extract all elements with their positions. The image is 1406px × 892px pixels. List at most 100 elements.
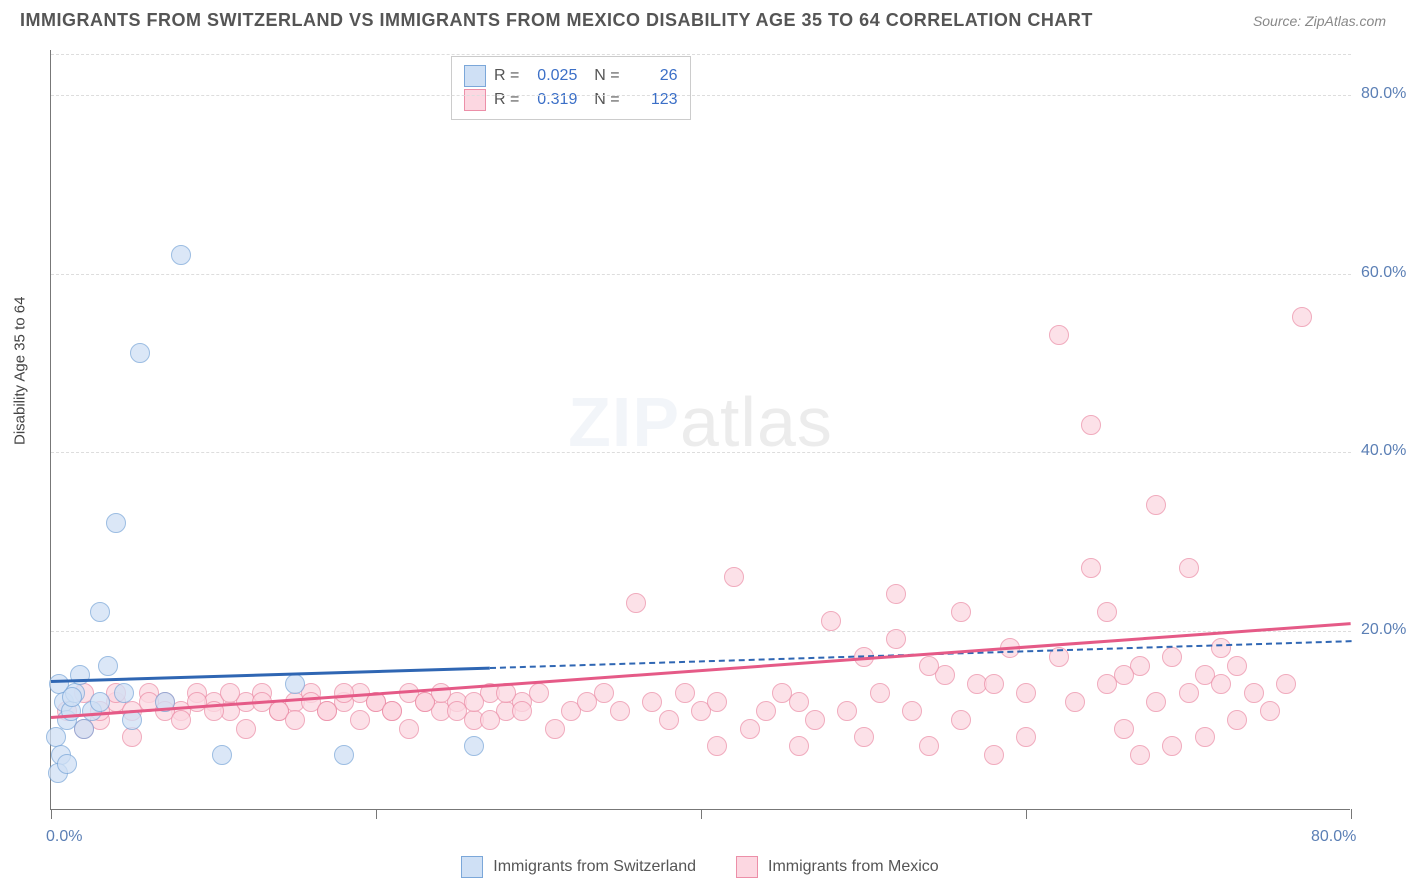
x-tick-label: 80.0% (1311, 828, 1356, 846)
scatter-point-switzerland (74, 719, 94, 739)
chart-container: Disability Age 35 to 64 ZIPatlas R =0.02… (50, 50, 1390, 840)
x-tick (1026, 809, 1027, 819)
gridline (51, 54, 1351, 55)
scatter-point-mexico (350, 710, 370, 730)
scatter-point-mexico (1292, 307, 1312, 327)
scatter-point-mexico (122, 727, 142, 747)
y-tick-label: 40.0% (1361, 442, 1406, 460)
stat-label-n: N = (585, 91, 619, 109)
scatter-point-mexico (1211, 674, 1231, 694)
scatter-point-mexico (1162, 736, 1182, 756)
stat-box: R = 0.025 N = 26R = 0.319 N = 123 (451, 56, 691, 120)
scatter-point-switzerland (70, 665, 90, 685)
x-tick (1351, 809, 1352, 819)
scatter-point-mexico (789, 692, 809, 712)
stat-value-r: 0.025 (527, 67, 577, 85)
legend-swatch (464, 89, 486, 111)
legend-swatch (461, 856, 483, 878)
scatter-point-mexico (902, 701, 922, 721)
legend-swatch (736, 856, 758, 878)
x-tick (376, 809, 377, 819)
legend-swatch (464, 65, 486, 87)
scatter-point-mexico (951, 602, 971, 622)
scatter-point-mexico (1179, 558, 1199, 578)
scatter-point-mexico (1162, 647, 1182, 667)
scatter-point-mexico (740, 719, 760, 739)
stat-value-n: 26 (628, 67, 678, 85)
stat-row: R =0.319 N =123 (464, 89, 678, 111)
scatter-point-mexico (919, 656, 939, 676)
gridline (51, 274, 1351, 275)
stat-value-n: 123 (628, 91, 678, 109)
scatter-point-switzerland (57, 754, 77, 774)
scatter-point-mexico (1227, 656, 1247, 676)
stat-label-n: N = (585, 67, 619, 85)
scatter-point-mexico (1016, 727, 1036, 747)
scatter-point-switzerland (171, 245, 191, 265)
scatter-point-mexico (1276, 674, 1296, 694)
stat-row: R = 0.025 N = 26 (464, 65, 678, 87)
scatter-point-mexico (317, 701, 337, 721)
scatter-point-mexico (837, 701, 857, 721)
scatter-point-switzerland (464, 736, 484, 756)
scatter-point-mexico (1146, 495, 1166, 515)
scatter-point-mexico (1179, 683, 1199, 703)
scatter-point-mexico (919, 736, 939, 756)
x-tick-label: 0.0% (46, 828, 82, 846)
scatter-point-switzerland (130, 343, 150, 363)
scatter-point-mexico (659, 710, 679, 730)
scatter-point-mexico (1081, 415, 1101, 435)
scatter-point-switzerland (62, 687, 82, 707)
legend-item: Immigrants from Switzerland (461, 856, 696, 878)
y-tick-label: 80.0% (1361, 85, 1406, 103)
scatter-point-mexico (1065, 692, 1085, 712)
scatter-point-mexico (707, 692, 727, 712)
scatter-point-mexico (236, 719, 256, 739)
scatter-point-mexico (886, 629, 906, 649)
scatter-point-switzerland (334, 745, 354, 765)
scatter-point-mexico (626, 593, 646, 613)
scatter-point-switzerland (285, 674, 305, 694)
scatter-point-mexico (382, 701, 402, 721)
scatter-point-mexico (984, 745, 1004, 765)
scatter-point-mexico (285, 710, 305, 730)
source-label: Source: ZipAtlas.com (1253, 13, 1386, 29)
scatter-point-mexico (821, 611, 841, 631)
scatter-point-mexico (870, 683, 890, 703)
scatter-point-mexico (512, 701, 532, 721)
scatter-point-mexico (1260, 701, 1280, 721)
scatter-point-mexico (756, 701, 776, 721)
gridline (51, 95, 1351, 96)
gridline (51, 631, 1351, 632)
scatter-point-mexico (171, 710, 191, 730)
plot-area: ZIPatlas R = 0.025 N = 26R = 0.319 N = 123 2… (50, 50, 1350, 810)
scatter-point-mexico (1081, 558, 1101, 578)
y-tick-label: 20.0% (1361, 621, 1406, 639)
scatter-point-mexico (610, 701, 630, 721)
scatter-point-mexico (1016, 683, 1036, 703)
scatter-point-mexico (886, 584, 906, 604)
y-tick-label: 60.0% (1361, 264, 1406, 282)
scatter-point-mexico (854, 727, 874, 747)
scatter-point-mexico (951, 710, 971, 730)
stat-label-r: R = (494, 67, 519, 85)
scatter-point-mexico (1195, 727, 1215, 747)
scatter-point-mexico (789, 736, 809, 756)
scatter-point-mexico (1114, 665, 1134, 685)
stat-value-r: 0.319 (527, 91, 577, 109)
scatter-point-switzerland (212, 745, 232, 765)
scatter-point-mexico (220, 683, 240, 703)
x-tick (51, 809, 52, 819)
legend-item: Immigrants from Mexico (736, 856, 939, 878)
scatter-point-mexico (480, 710, 500, 730)
scatter-point-mexico (1244, 683, 1264, 703)
watermark: ZIPatlas (568, 382, 833, 462)
scatter-point-mexico (805, 710, 825, 730)
scatter-point-mexico (464, 692, 484, 712)
scatter-point-mexico (707, 736, 727, 756)
scatter-point-mexico (1049, 325, 1069, 345)
scatter-point-mexico (675, 683, 695, 703)
chart-title: IMMIGRANTS FROM SWITZERLAND VS IMMIGRANT… (20, 10, 1093, 31)
gridline (51, 452, 1351, 453)
scatter-point-mexico (431, 683, 451, 703)
